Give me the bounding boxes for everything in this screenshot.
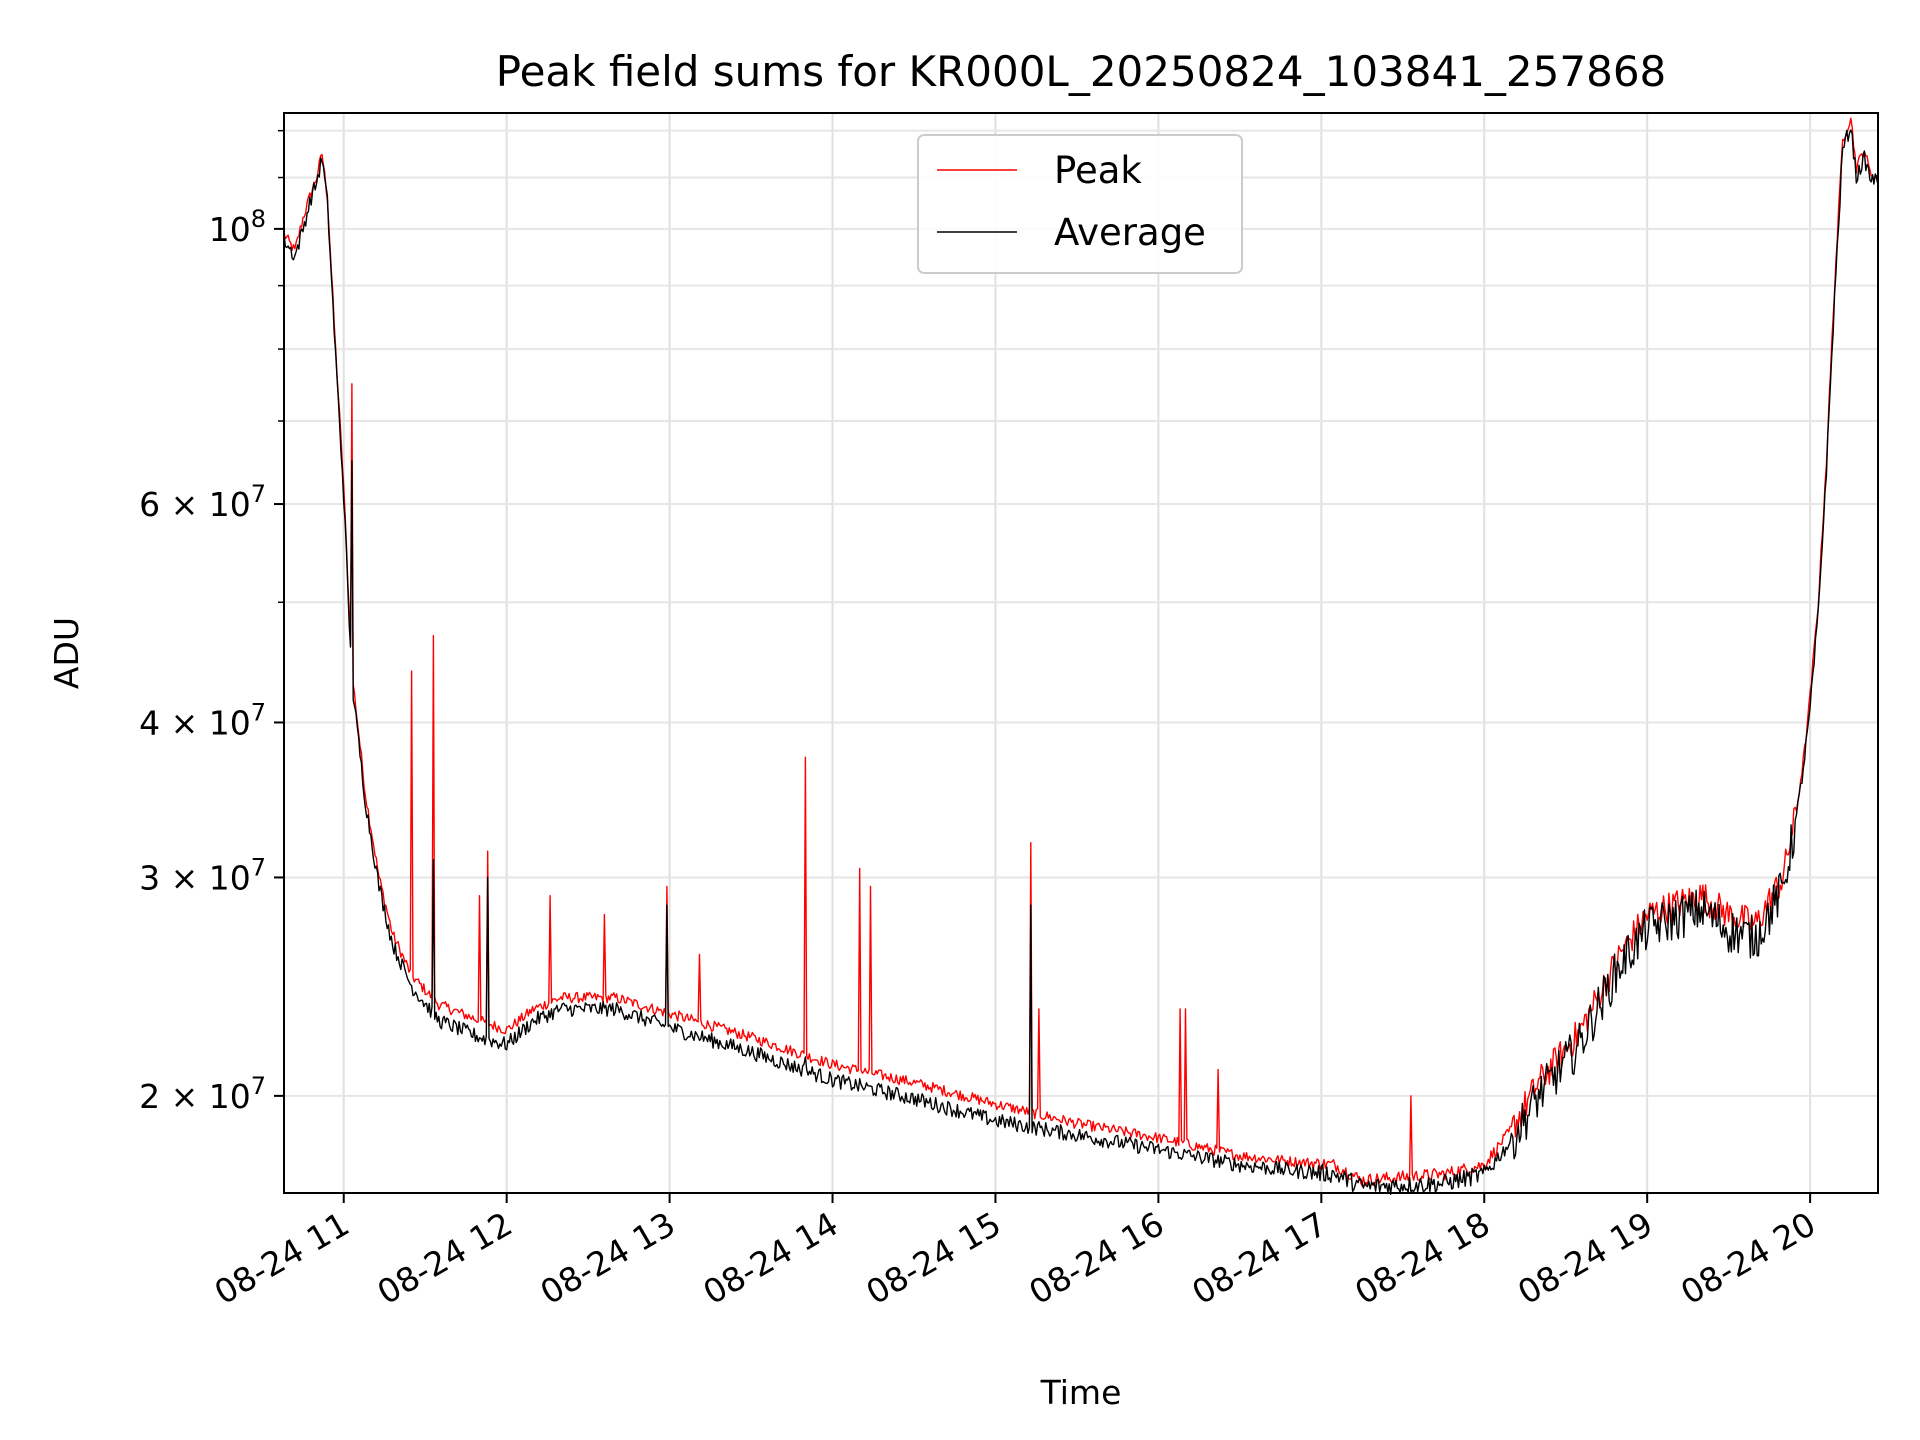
y-tick-label: 108 [209, 205, 266, 249]
y-axis-title: ADU [47, 617, 86, 689]
plot-frame [283, 112, 1879, 1194]
grid-lines [284, 113, 1878, 1193]
legend-label-peak: Peak [1054, 149, 1142, 192]
y-tick-label: 6 × 107 [139, 480, 266, 524]
chart-title: Peak field sums for KR000L_20250824_1038… [496, 47, 1667, 96]
y-axis-ticks: 2 × 107 3 × 107 4 × 107 6 × 107 108 [139, 129, 284, 1116]
series-layer [283, 117, 1879, 1195]
y-tick-label: 3 × 107 [139, 853, 266, 897]
x-axis-title: Time [1040, 1373, 1122, 1412]
series-line-peak [283, 117, 1879, 1187]
y-tick-label: 4 × 107 [139, 698, 266, 742]
legend: Peak Average [917, 134, 1243, 274]
legend-label-average: Average [1054, 211, 1206, 254]
series-line-average [283, 129, 1879, 1195]
y-tick-label: 2 × 107 [139, 1072, 266, 1116]
